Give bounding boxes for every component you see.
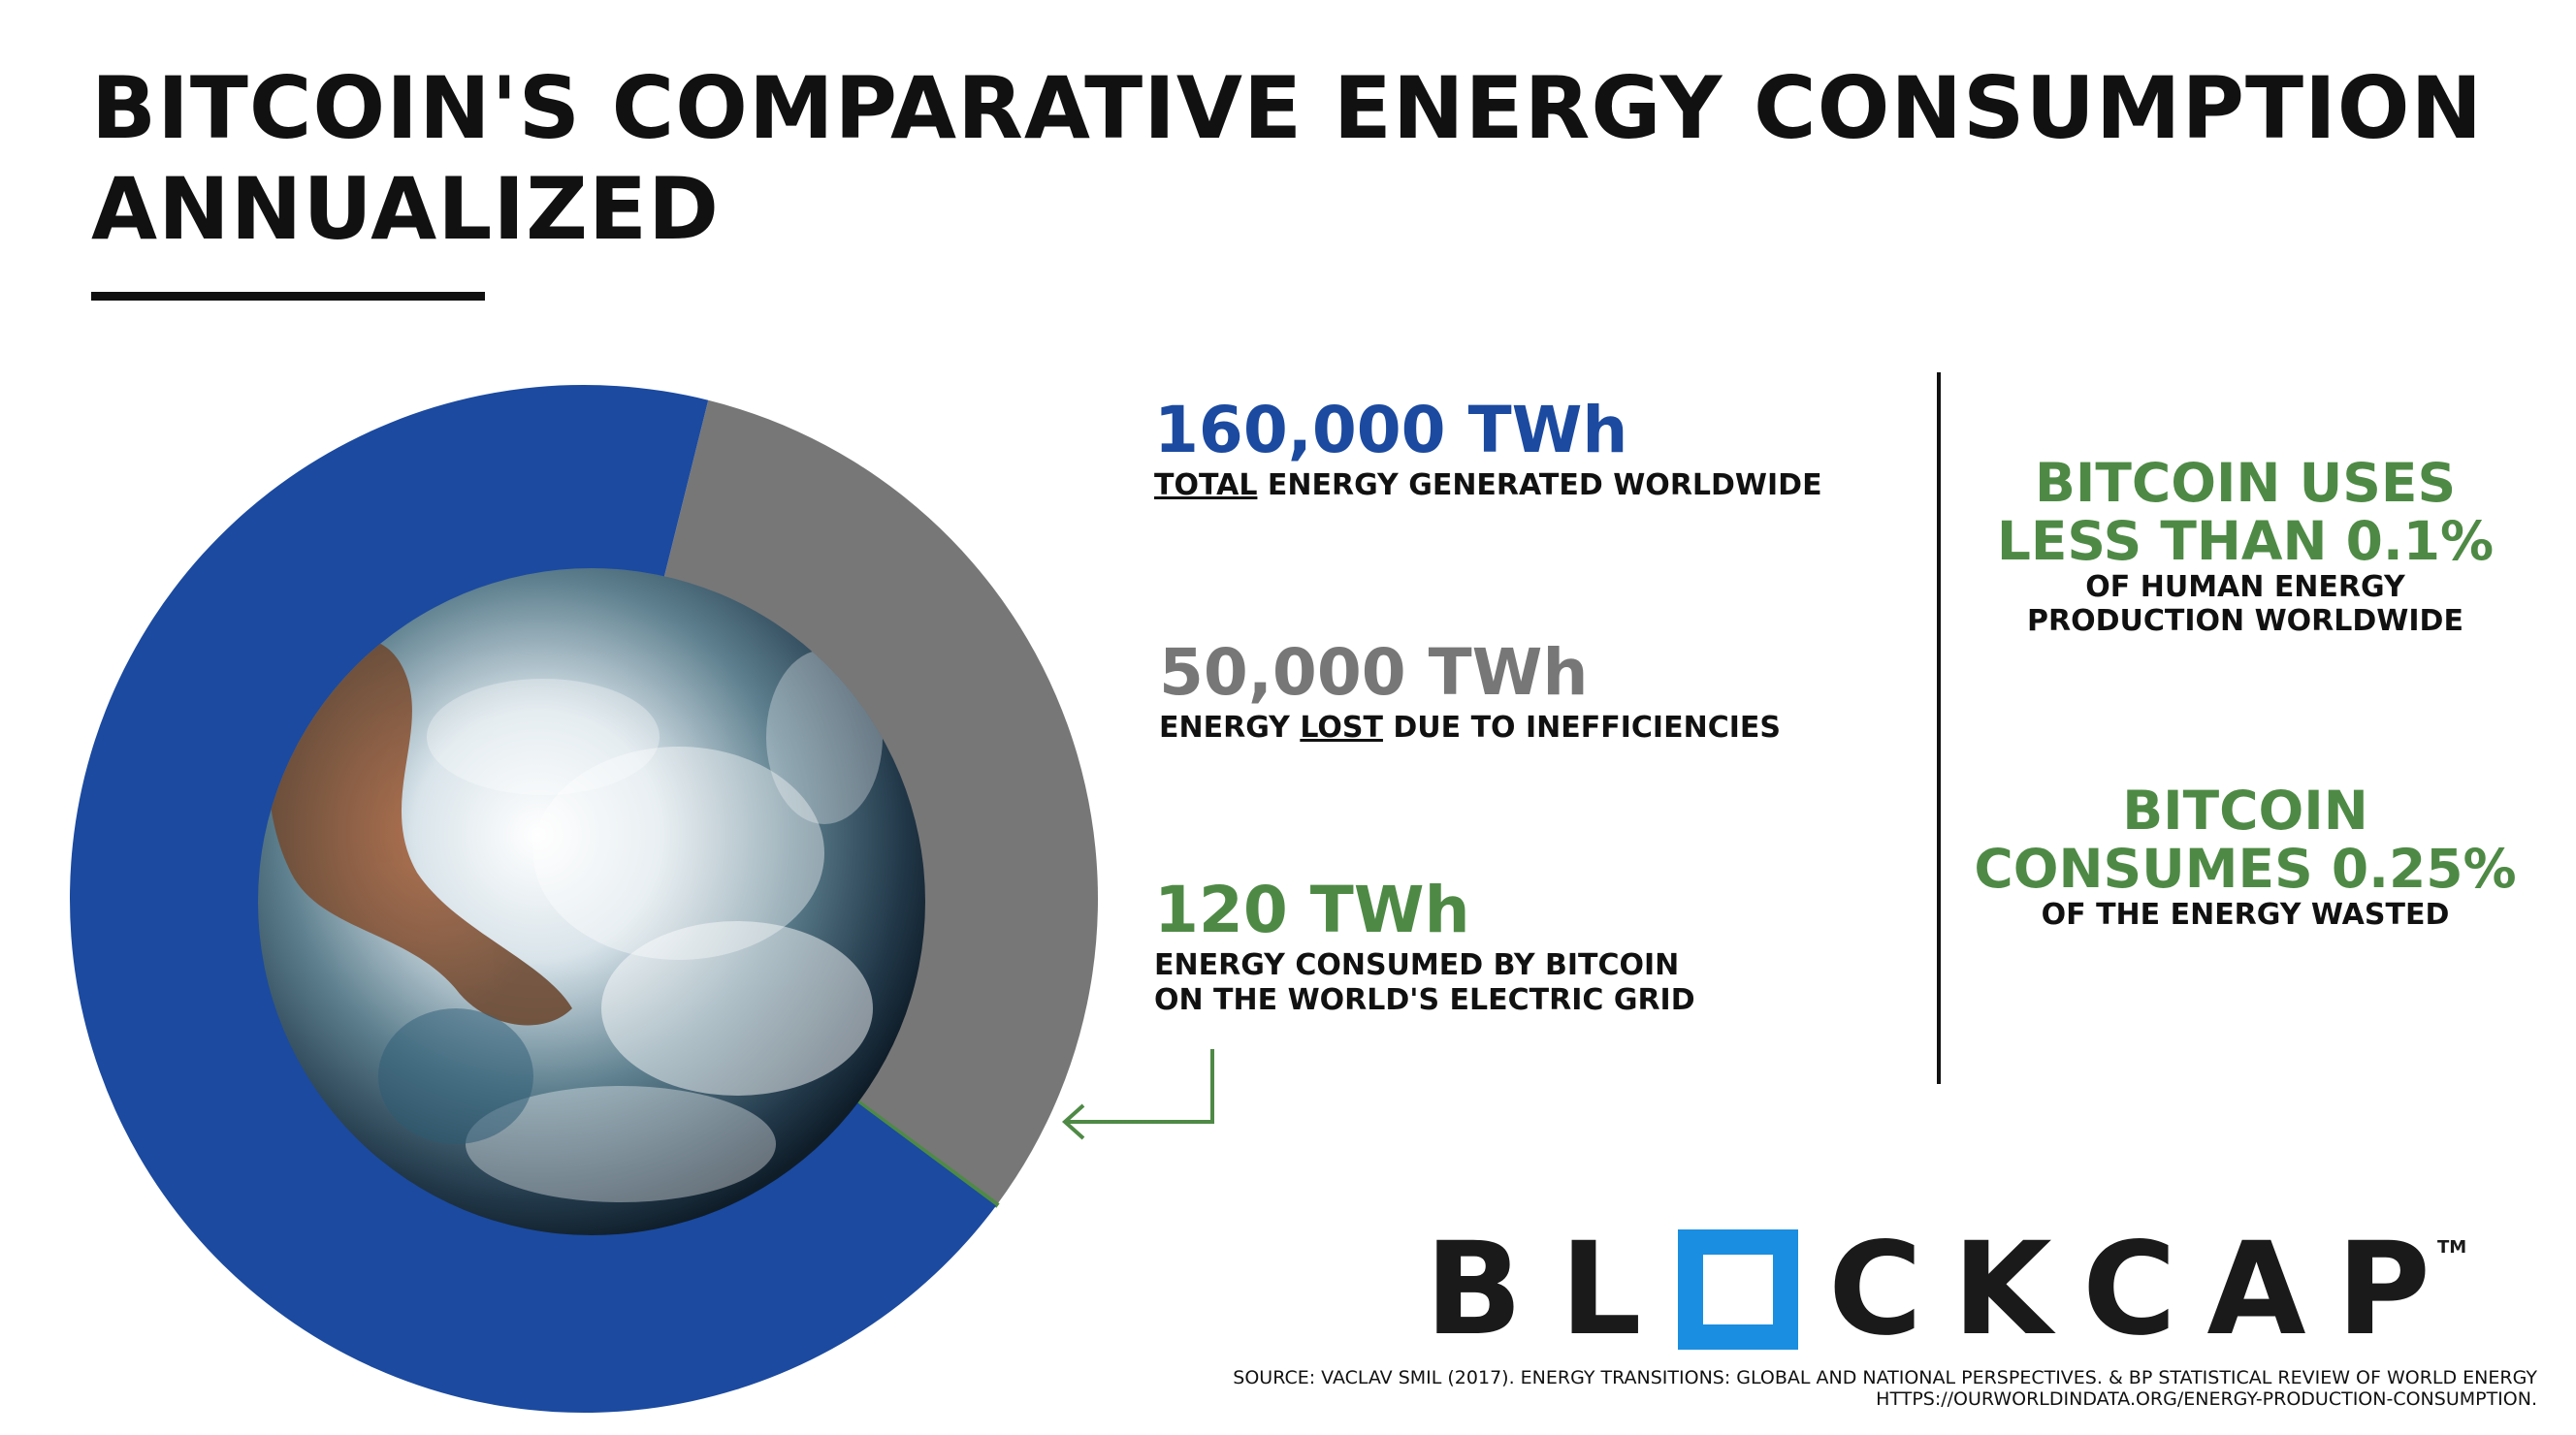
stat-lost-energy: 50,000 TWh ENERGY LOST DUE TO INEFFICIEN… (1159, 635, 1954, 746)
logo-letter-c: C (1828, 1215, 1922, 1364)
stat-lost-emphasis: LOST (1300, 711, 1383, 745)
callout-share-line-1: BITCOIN USES (2034, 452, 2457, 514)
logo-letter-a: A (2206, 1215, 2306, 1364)
blockcap-logo: B L C K C A P TM (1424, 1215, 2467, 1364)
callout-waste-line-2: CONSUMES 0.25% (1974, 838, 2517, 900)
callout-share-sub-1: OF HUMAN ENERGY (2085, 570, 2405, 604)
stat-total-desc-rest: ENERGY GENERATED WORLDWIDE (1257, 468, 1822, 502)
callout-share-sub-2: PRODUCTION WORLDWIDE (2027, 604, 2463, 638)
vertical-divider (1937, 372, 1941, 1084)
source-line-2: HTTPS://OURWORLDINDATA.ORG/ENERGY-PRODUC… (1876, 1388, 2537, 1410)
stat-bitcoin-value: 120 TWh (1154, 873, 1470, 947)
stat-total-description: TOTAL ENERGY GENERATED WORLDWIDE (1154, 468, 1949, 503)
callout-bitcoin-share: BITCOIN USES LESS THAN 0.1% OF HUMAN ENE… (1949, 454, 2541, 638)
logo-letter-c2: C (2082, 1215, 2176, 1364)
earth-globe-image (258, 568, 925, 1235)
title-line-1: BITCOIN'S COMPARATIVE ENERGY CONSUMPTION (91, 58, 2484, 158)
logo-letter-p: P (2336, 1215, 2431, 1364)
callout-share-line-2: LESS THAN 0.1% (1996, 510, 2495, 572)
stat-bitcoin-desc-line-1: ENERGY CONSUMED BY BITCOIN (1154, 948, 1680, 982)
page-title: BITCOIN'S COMPARATIVE ENERGY CONSUMPTION… (91, 58, 2516, 260)
logo-letter-b: B (1425, 1215, 1523, 1364)
stat-bitcoin-energy: 120 TWh ENERGY CONSUMED BY BITCOIN ON TH… (1154, 873, 1949, 1018)
stat-lost-value: 50,000 TWh (1159, 635, 1589, 710)
stat-bitcoin-desc-line-2: ON THE WORLD'S ELECTRIC GRID (1154, 983, 1695, 1017)
callout-waste-sub-1: OF THE ENERGY WASTED (2041, 898, 2450, 932)
source-citation: SOURCE: VACLAV SMIL (2017). ENERGY TRANS… (1233, 1367, 2537, 1410)
callout-waste-line-1: BITCOIN (2122, 780, 2368, 842)
energy-donut-chart (70, 385, 1098, 1414)
callout-bitcoin-waste: BITCOIN CONSUMES 0.25% OF THE ENERGY WAS… (1949, 781, 2541, 932)
stat-lost-description: ENERGY LOST DUE TO INEFFICIENCIES (1159, 711, 1954, 746)
stat-lost-desc-rest: DUE TO INEFFICIENCIES (1382, 711, 1781, 745)
stat-total-emphasis: TOTAL (1154, 468, 1258, 502)
logo-square-icon (1678, 1229, 1798, 1350)
source-line-1: SOURCE: VACLAV SMIL (2017). ENERGY TRANS… (1233, 1367, 2537, 1388)
logo-letter-k: K (1952, 1215, 2052, 1364)
stat-total-energy: 160,000 TWh TOTAL ENERGY GENERATED WORLD… (1154, 393, 1949, 503)
stat-total-value: 160,000 TWh (1154, 393, 1628, 467)
title-line-2: ANNUALIZED (91, 159, 721, 259)
title-underline (91, 292, 485, 301)
stat-lost-desc-pre: ENERGY (1159, 711, 1301, 745)
logo-trademark: TM (2437, 1237, 2467, 1258)
logo-letter-l: L (1560, 1215, 1642, 1364)
